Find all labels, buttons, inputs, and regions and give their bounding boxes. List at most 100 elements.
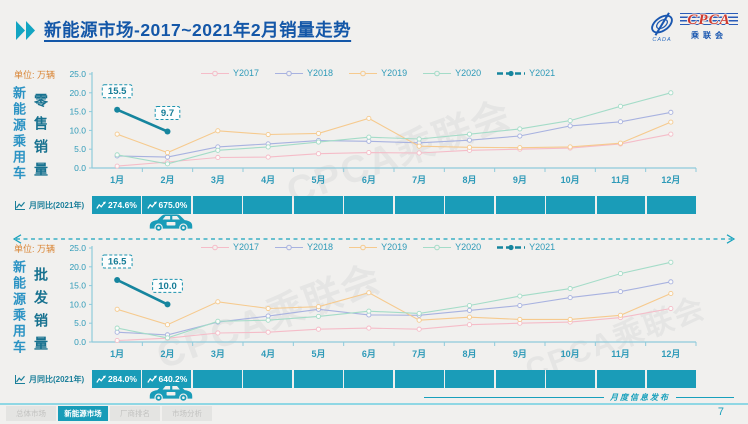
callout-box xyxy=(101,84,133,99)
data-point xyxy=(567,316,573,322)
y-tick-label: 15.0 xyxy=(69,281,86,291)
y-tick-label: 5.0 xyxy=(74,144,86,154)
yoy-cell-11月 xyxy=(596,370,646,388)
data-point xyxy=(416,310,422,316)
yoy-cell-9月 xyxy=(495,196,545,214)
data-point xyxy=(315,139,322,145)
x-tick-label: 10月 xyxy=(561,175,580,185)
data-point xyxy=(315,130,322,136)
x-tick-label: 11月 xyxy=(611,175,630,185)
yoy-cell-4月 xyxy=(243,370,293,388)
data-point xyxy=(466,302,473,309)
yoy-cell-1月: 284.0% xyxy=(92,370,141,388)
data-point xyxy=(517,133,523,139)
data-point xyxy=(265,131,271,138)
data-point xyxy=(416,326,422,332)
data-point xyxy=(466,307,473,313)
x-tick-label: 3月 xyxy=(211,175,225,185)
series-line-y2017 xyxy=(117,133,671,167)
data-point xyxy=(617,119,624,125)
wholesale-sales-chart: 25.0 20.0 15.0 10.0 5.0 0.0 1月 2月 3月 4月 5月 6月 7月 8月 9月… xyxy=(69,244,697,359)
car-icon xyxy=(149,214,193,232)
wholesale-sales-panel: CPCA乘联会 CPCA乘联会 单位: 万辆 新能源乘用车 批发销量 Y2017… xyxy=(0,234,748,410)
data-point xyxy=(517,293,523,299)
callout-value: 10.0 xyxy=(158,281,177,292)
callout-box xyxy=(152,278,183,293)
yoy-cell-6月 xyxy=(344,196,394,214)
series-line-y2019 xyxy=(117,292,672,326)
logo-name: 乘联会 xyxy=(691,31,727,40)
x-tick-label: 2月 xyxy=(160,349,174,359)
data-point xyxy=(466,137,473,143)
data-point xyxy=(366,134,372,140)
doc-rule-left xyxy=(424,397,604,398)
x-tick-label: 6月 xyxy=(362,349,376,359)
yoy-cell-8月 xyxy=(445,196,495,214)
measure-label: 批发销量 xyxy=(33,267,49,359)
x-tick-label: 9月 xyxy=(513,349,527,359)
footer-tab-4[interactable]: 市场分析 xyxy=(162,406,212,421)
data-point xyxy=(668,290,674,297)
x-tick-label: 1月 xyxy=(110,349,124,359)
yoy-cell-11月 xyxy=(596,196,646,214)
doc-label-row: 月度信息发布 xyxy=(424,392,734,403)
data-point xyxy=(265,313,271,319)
data-point xyxy=(466,131,473,137)
data-point xyxy=(215,147,221,153)
footer-tab-1[interactable]: 总体市场 xyxy=(6,406,56,421)
x-tick-label: 12月 xyxy=(661,175,680,185)
data-point xyxy=(164,150,171,156)
data-point xyxy=(517,126,523,132)
data-point xyxy=(114,329,120,335)
yoy-cell-9月 xyxy=(495,370,545,388)
x-tick-label: 6月 xyxy=(362,175,376,185)
y-tick-label: 20.0 xyxy=(69,262,86,272)
yoy-cell-4月 xyxy=(243,196,293,214)
data-point xyxy=(114,163,120,169)
x-tick-label: 4月 xyxy=(261,175,275,185)
x-tick-label: 8月 xyxy=(462,349,476,359)
data-point xyxy=(617,271,624,277)
data-point xyxy=(366,150,372,156)
yoy-cell-5月 xyxy=(293,370,343,388)
yoy-cell-7月 xyxy=(394,196,444,214)
data-point xyxy=(315,151,322,157)
x-tick-label: 2月 xyxy=(160,175,174,185)
legend-item-y2017: Y2017 xyxy=(200,242,259,252)
footer-tab-3[interactable]: 厂商排名 xyxy=(110,406,160,421)
series-line-y2020 xyxy=(117,261,671,339)
yoy-cell-12月 xyxy=(646,370,696,388)
yoy-cell-10月 xyxy=(546,370,596,388)
y-tick-label: 15.0 xyxy=(69,107,86,117)
data-point xyxy=(366,290,372,296)
yoy-cells: 274.6% 675.0% xyxy=(92,196,696,214)
title-chevron-icon xyxy=(16,21,35,40)
retail-sales-chart: 25.0 20.0 15.0 10.0 5.0 0.0 1月 2月 3月 4月 5月 6月 7月 8月 9月… xyxy=(69,70,697,185)
yoy-cell-10月 xyxy=(546,196,596,214)
logo-stripes xyxy=(680,13,738,27)
series-line-y2017 xyxy=(117,307,671,342)
data-point xyxy=(567,286,573,292)
data-point xyxy=(366,308,372,314)
series-line-y2018 xyxy=(117,111,671,158)
x-tick-label: 7月 xyxy=(412,349,426,359)
legend-item-y2019: Y2019 xyxy=(348,242,407,252)
yoy-label: 月同比(2021年) xyxy=(14,200,84,211)
footer-tab-2[interactable]: 新能源市场 xyxy=(58,406,108,421)
footer-tabs: 总体市场 新能源市场 厂商排名 市场分析 xyxy=(6,406,212,421)
series-line-y2019 xyxy=(117,117,672,154)
logo-acronym: CPCA xyxy=(687,12,731,28)
yoy-cell-1月: 274.6% xyxy=(92,196,141,214)
data-point xyxy=(567,295,573,301)
data-point xyxy=(416,150,422,156)
series-line-y2020 xyxy=(117,92,671,165)
yoy-cell-5月 xyxy=(293,196,343,214)
y-tick-label: 5.0 xyxy=(74,318,86,328)
data-point xyxy=(164,301,171,308)
data-point xyxy=(265,317,271,323)
x-tick-label: 1月 xyxy=(110,175,124,185)
car-icon xyxy=(149,384,193,402)
data-point xyxy=(617,312,624,318)
yoy-cell-3月 xyxy=(192,196,242,214)
